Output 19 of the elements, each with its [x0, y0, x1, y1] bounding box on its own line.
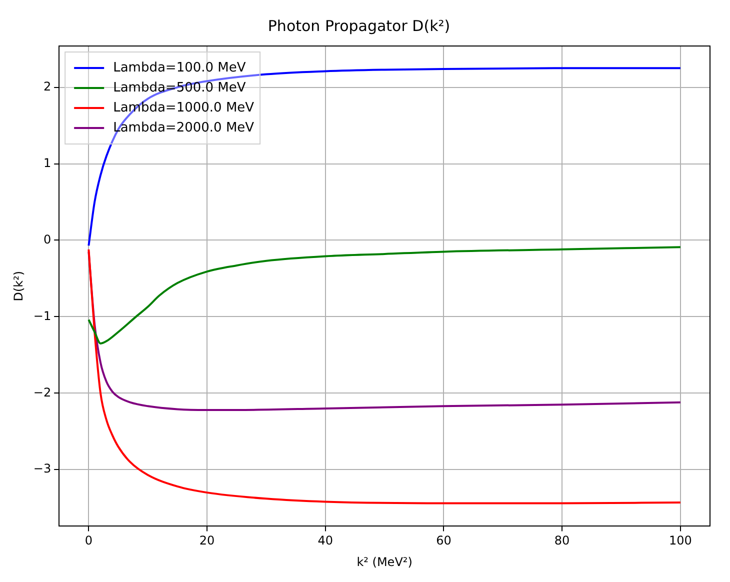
line-series — [88, 248, 682, 504]
legend-label: Lambda=100.0 MeV — [113, 60, 246, 76]
x-tick-label: 100 — [668, 534, 692, 548]
y-tick-label: −1 — [33, 308, 52, 323]
y-tick-label: 2 — [43, 79, 52, 94]
x-tick-label: 40 — [318, 534, 334, 548]
x-tick-label: 80 — [554, 534, 570, 548]
x-tick-label: 20 — [199, 534, 215, 548]
line-series — [88, 250, 682, 411]
x-tick-label: 60 — [436, 534, 452, 548]
y-axis-title: D(k²) — [11, 270, 26, 302]
y-tick-label: 0 — [43, 232, 52, 246]
x-axis-title: k² (MeV²) — [356, 554, 412, 569]
y-tick-label: −3 — [33, 462, 52, 476]
y-tick-label: 1 — [43, 156, 52, 170]
y-tick-label: −2 — [33, 385, 52, 400]
chart-title: Photon Propagator D(k²) — [268, 16, 450, 35]
x-tick-label: 0 — [84, 534, 92, 548]
line-series — [88, 246, 682, 344]
